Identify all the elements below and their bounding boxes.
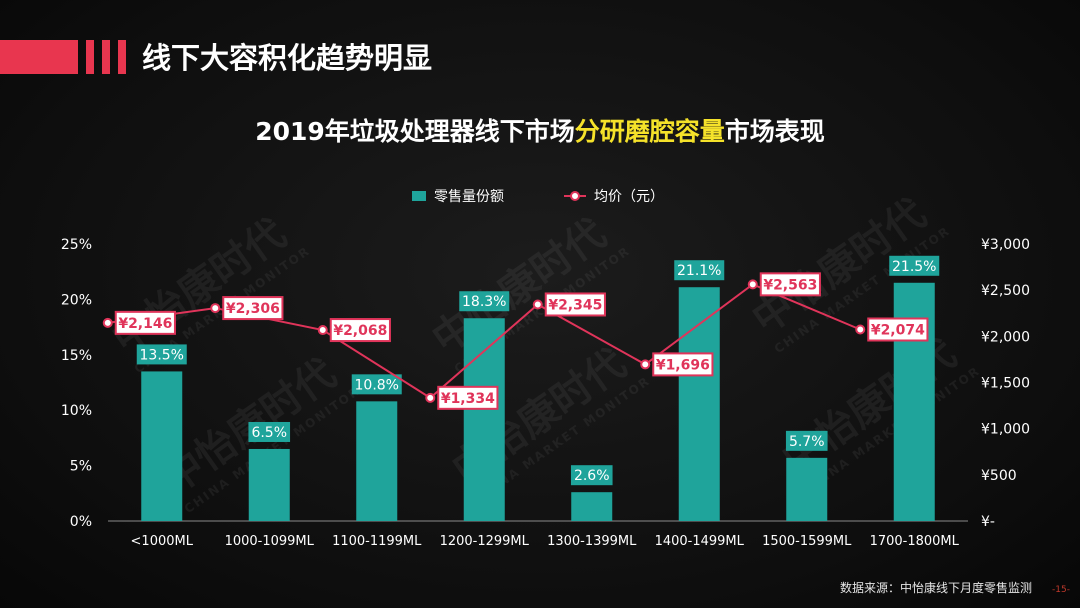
line-point: [210, 303, 221, 314]
line-label-bg: [222, 296, 284, 321]
bar: [248, 448, 290, 521]
header-accent-stripe: [86, 40, 94, 74]
line-data-label: ¥1,334: [441, 391, 495, 407]
line-point: [747, 279, 758, 290]
bar: [463, 318, 505, 521]
line-point: [532, 299, 543, 310]
line-label-bg: [652, 352, 714, 377]
line-label-bg: [329, 318, 391, 343]
x-tick-label: 1500-1599ML: [762, 534, 852, 549]
y-left-tick-label: 10%: [61, 403, 92, 419]
header-accent-stripe: [102, 40, 110, 74]
y-right-tick-label: ¥1,500: [981, 376, 1030, 392]
chart-title-highlight: 分研磨腔容量: [574, 117, 725, 146]
y-left-tick-label: 5%: [70, 459, 92, 475]
y-right-tick-label: ¥2,000: [981, 329, 1030, 345]
bar-label-bg: [351, 374, 402, 395]
bar-data-label: 21.5%: [892, 259, 936, 275]
x-tick-label: 1200-1299ML: [440, 534, 530, 549]
bar-label-bg: [248, 421, 291, 442]
line-data-label: ¥2,306: [226, 301, 280, 317]
chart-title: 2019年垃圾处理器线下市场分研磨腔容量市场表现: [0, 112, 1080, 152]
bar-label-bg: [136, 344, 187, 365]
line-data-label: ¥2,146: [118, 316, 172, 332]
line-data-label: ¥2,068: [333, 323, 387, 339]
bar-data-label: 6.5%: [251, 425, 287, 441]
y-right-tick-label: ¥1,000: [981, 422, 1030, 438]
x-tick-label: 1000-1099ML: [225, 534, 315, 549]
line-point: [855, 324, 866, 335]
line-data-label: ¥2,563: [763, 277, 817, 293]
x-tick-label: 1400-1499ML: [655, 534, 745, 549]
line-label-bg: [114, 310, 176, 335]
y-left-tick-label: 25%: [61, 237, 92, 253]
x-tick-label: 1300-1399ML: [547, 534, 637, 549]
bar-data-label: 10.8%: [355, 377, 399, 393]
bar: [571, 492, 613, 521]
y-left-tick-label: 0%: [70, 514, 92, 530]
x-tick-label: 1100-1199ML: [332, 534, 422, 549]
bar-label-bg: [785, 430, 828, 451]
bar-data-label: 21.1%: [677, 263, 721, 279]
bar-data-label: 18.3%: [462, 294, 506, 310]
line-data-label: ¥2,074: [871, 323, 925, 339]
legend-swatch-bar: [412, 191, 426, 201]
chart-title-suffix: 市场表现: [724, 117, 825, 146]
y-right-tick-label: ¥-: [981, 514, 995, 530]
header-accent-stripe: [118, 40, 126, 74]
legend-label-line: 均价（元）: [594, 189, 664, 205]
line-data-label: ¥2,345: [548, 297, 602, 313]
bar-label-bg: [570, 465, 613, 486]
line-label-bg: [544, 292, 606, 317]
x-tick-label: <1000ML: [131, 534, 194, 549]
y-right-tick-label: ¥500: [981, 468, 1017, 484]
y-left-tick-label: 20%: [61, 292, 92, 308]
chart-title-prefix: 2019年垃圾处理器线下市场: [255, 117, 575, 146]
legend-label-bar: 零售量份额: [434, 189, 504, 205]
page-number: -15-: [1052, 585, 1070, 595]
bar-data-label: 13.5%: [140, 347, 184, 363]
bar: [356, 401, 398, 521]
bar-data-label: 5.7%: [789, 434, 825, 450]
bar-data-label: 2.6%: [574, 468, 610, 484]
bar: [141, 371, 183, 521]
page-title: 线下大容积化趋势明显: [142, 41, 433, 75]
x-tick-label: 1700-1800ML: [870, 534, 960, 549]
line-data-label: ¥1,696: [656, 357, 710, 373]
y-right-tick-label: ¥2,500: [981, 283, 1030, 299]
line-label-bg: [437, 385, 499, 410]
data-source: 数据来源：中怡康线下月度零售监测: [839, 581, 1032, 595]
bar-label-bg: [459, 291, 510, 312]
bar: [786, 457, 828, 521]
line-label-bg: [867, 317, 929, 342]
header-accent-bar: [0, 40, 78, 74]
line-point: [425, 392, 436, 403]
line-label-bg: [759, 272, 821, 297]
bar-label-bg: [674, 260, 725, 281]
y-left-tick-label: 15%: [61, 348, 92, 364]
line-point: [102, 317, 113, 328]
bar-label-bg: [889, 255, 940, 276]
legend-swatch-marker: [570, 191, 580, 201]
line-point: [640, 359, 651, 370]
line-point: [317, 325, 328, 336]
bar: [678, 287, 720, 521]
y-right-tick-label: ¥3,000: [981, 237, 1030, 253]
